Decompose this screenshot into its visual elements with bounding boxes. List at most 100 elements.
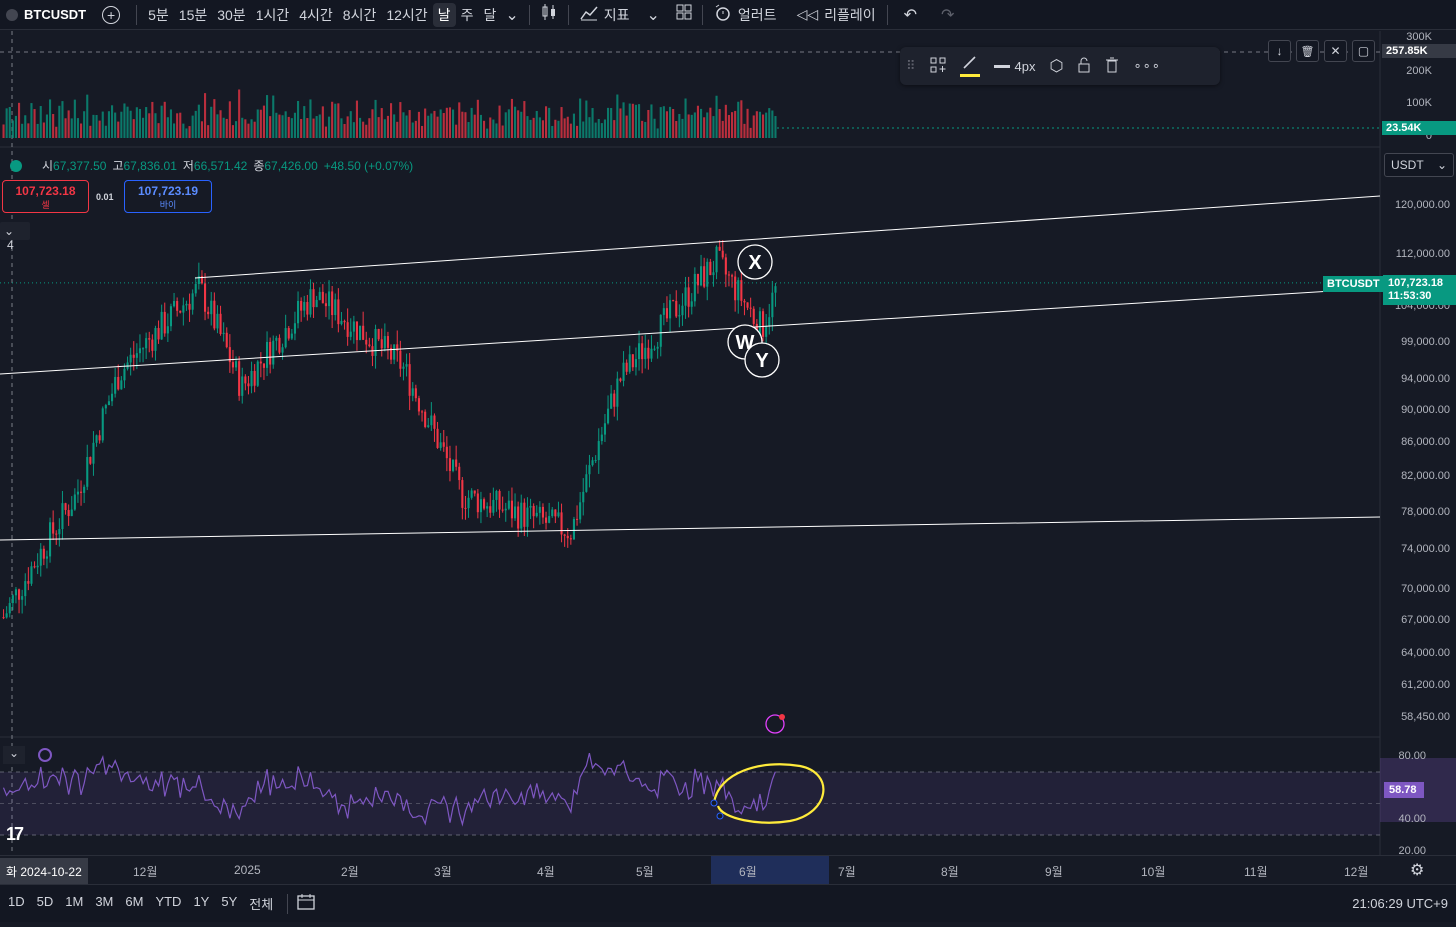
volume-bar	[380, 108, 383, 138]
settings-gear-icon[interactable]: ⚙	[1410, 862, 1425, 879]
compare-add-icon[interactable]: +	[102, 5, 121, 24]
currency-select[interactable]: USDT ⌄	[1384, 153, 1454, 177]
candle-body	[641, 343, 644, 360]
interval-button[interactable]: 30분	[217, 6, 246, 23]
templates-icon[interactable]	[930, 57, 946, 76]
volume-bar	[647, 109, 650, 138]
replay-button[interactable]: ◁◁ 리플레이	[792, 3, 881, 27]
candle-body	[355, 321, 358, 341]
trash-icon[interactable]	[1105, 57, 1119, 76]
collapse-icon[interactable]: ✕	[1324, 40, 1347, 62]
interval-button[interactable]: 12시간	[386, 6, 428, 23]
volume-bar	[566, 116, 569, 138]
range-button[interactable]: 5D	[36, 894, 54, 909]
candle-type-icon[interactable]	[536, 3, 562, 26]
arrow-down-icon[interactable]: ↓	[1268, 40, 1291, 62]
symbol-icon	[6, 8, 18, 21]
indicators-button[interactable]: 지표	[575, 3, 635, 27]
volume-bar	[436, 116, 439, 138]
more-icon[interactable]: ∘∘∘	[1133, 58, 1161, 73]
volume-bar	[92, 114, 95, 138]
volume-bar	[281, 115, 284, 138]
rsi-collapse-button[interactable]: ⌄	[3, 746, 25, 764]
chevron-down-icon[interactable]: ⌄	[646, 6, 660, 24]
candle-body	[455, 459, 458, 467]
range-button[interactable]: 1Y	[193, 894, 210, 909]
settings-icon[interactable]: ⬡	[1049, 58, 1064, 75]
sell-button[interactable]: 107,723.18 셀	[2, 180, 89, 213]
redo-icon[interactable]: ↷	[941, 6, 955, 24]
candle-body	[610, 393, 613, 409]
range-button[interactable]: 6M	[125, 894, 144, 909]
volume-bar	[309, 99, 312, 138]
volume-bar	[514, 106, 517, 138]
candle-body	[306, 301, 309, 315]
buy-button[interactable]: 107,723.19 바이	[124, 180, 212, 213]
interval-button[interactable]: 8시간	[342, 6, 377, 23]
volume-bar	[142, 117, 145, 138]
volume-bar	[157, 123, 160, 138]
volume-bar	[628, 103, 631, 138]
chevron-down-icon[interactable]: ⌄	[505, 6, 519, 24]
range-button[interactable]: 3M	[95, 894, 114, 909]
layout-grid-icon[interactable]	[672, 4, 696, 25]
time-axis[interactable]: 화 2024-10-22 ⚙ 12월 2025 2월 3월 4월 5월 6월 7월 8월 9월 10…	[0, 855, 1456, 885]
indicators-icon	[580, 5, 598, 24]
undo-icon[interactable]: ↶	[903, 6, 918, 24]
candle-body	[430, 415, 433, 426]
range-button[interactable]: 1D	[8, 894, 25, 909]
volume-bar	[740, 100, 743, 138]
lock-icon[interactable]	[1077, 57, 1091, 76]
interval-button[interactable]: 주	[460, 6, 474, 23]
candle-body	[541, 506, 544, 518]
calendar-goto-icon[interactable]	[296, 893, 316, 914]
candle-body	[665, 308, 668, 319]
symbol-search[interactable]: BTCUSDT	[0, 7, 92, 22]
interval-button[interactable]: 날	[432, 2, 456, 27]
line-width-button[interactable]: 4px	[993, 59, 1036, 74]
line-color-button[interactable]	[959, 55, 980, 77]
volume-bar	[749, 127, 752, 138]
maximize-icon[interactable]: ▢	[1352, 40, 1375, 62]
candle-body	[380, 339, 383, 349]
volume-scale-label: 100K	[1406, 97, 1432, 109]
candle-body	[253, 370, 256, 386]
interval-button[interactable]: 1시간	[255, 6, 290, 23]
candle-body	[489, 506, 492, 513]
range-button[interactable]: 5Y	[221, 894, 238, 909]
volume-bar	[541, 120, 544, 138]
candle-body	[33, 566, 36, 568]
volume-bar	[439, 109, 442, 138]
drag-handle-icon[interactable]: ⠿	[906, 58, 916, 73]
candle-body	[111, 393, 114, 402]
candle-body	[693, 273, 696, 302]
interval-button[interactable]: 5분	[148, 6, 169, 23]
rsi-settings-icon[interactable]	[38, 748, 52, 762]
interval-button[interactable]: 4시간	[299, 6, 333, 23]
candle-body	[470, 490, 473, 498]
indicator-collapse-button[interactable]: ⌄ 4	[0, 222, 30, 252]
candle-body	[563, 534, 566, 536]
volume-bar	[210, 106, 213, 138]
candle-body	[334, 299, 337, 316]
volume-bar	[743, 123, 746, 138]
chart-canvas[interactable]: XWY	[0, 31, 1456, 855]
candle-body	[160, 311, 163, 340]
candle-body	[266, 341, 269, 368]
interval-button[interactable]: 15분	[178, 6, 208, 23]
trash-icon[interactable]: 🗑︎	[1296, 40, 1319, 62]
candle-body	[315, 299, 318, 308]
price-scale-label: 67,000.00	[1401, 614, 1450, 626]
volume-bar	[173, 123, 176, 138]
candle-body	[427, 425, 430, 427]
alerts-button[interactable]: 얼러트	[709, 3, 782, 27]
range-button[interactable]: 1M	[65, 894, 84, 909]
timezone-clock[interactable]: 21:06:29 UTC+9	[1352, 896, 1448, 911]
volume-bar	[126, 106, 129, 138]
range-button[interactable]: YTD	[155, 894, 182, 909]
interval-button[interactable]: 달	[483, 6, 497, 23]
visibility-dot-icon[interactable]	[10, 159, 22, 172]
range-button[interactable]: 전체	[249, 897, 274, 912]
candle-body	[281, 347, 284, 353]
volume-bar	[712, 116, 715, 138]
